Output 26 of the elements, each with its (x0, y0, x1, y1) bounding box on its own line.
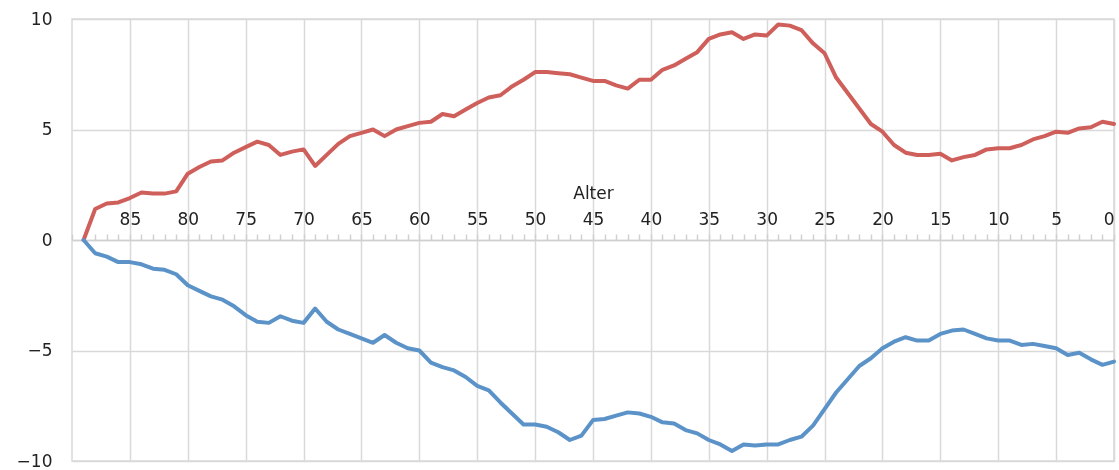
line-series (81, 238, 1116, 454)
y-tick-label: 0 (41, 229, 53, 250)
x-tick-label: 20 (872, 208, 894, 229)
x-tick-label: 55 (466, 208, 489, 229)
x-tick-label: 35 (698, 208, 721, 229)
x-tick-label: 30 (756, 208, 778, 229)
x-tick-label: 70 (293, 208, 315, 229)
x-axis-title: Alter (573, 182, 614, 203)
y-tick-label: −10 (16, 450, 53, 470)
y-tick-label: 5 (41, 119, 53, 139)
x-tick-label: 40 (640, 208, 663, 229)
x-tick-label: 15 (930, 208, 952, 229)
x-tick-label: 45 (582, 208, 605, 229)
x-tick-label: 50 (524, 208, 547, 229)
x-tick-label: 60 (409, 208, 431, 229)
line-series (81, 22, 1116, 242)
x-tick-label: 85 (119, 208, 142, 229)
x-tick-label: 5 (1051, 208, 1063, 229)
x-tick-label: 65 (351, 208, 373, 229)
x-tick-label: 0 (1103, 208, 1115, 229)
x-tick-label: 75 (235, 208, 257, 229)
y-tick-label: −5 (27, 340, 53, 360)
x-tick-label: 25 (814, 208, 836, 229)
x-tick-label: 80 (177, 208, 200, 229)
y-tick-label: 10 (30, 8, 53, 29)
x-tick-label: 10 (987, 208, 1010, 229)
